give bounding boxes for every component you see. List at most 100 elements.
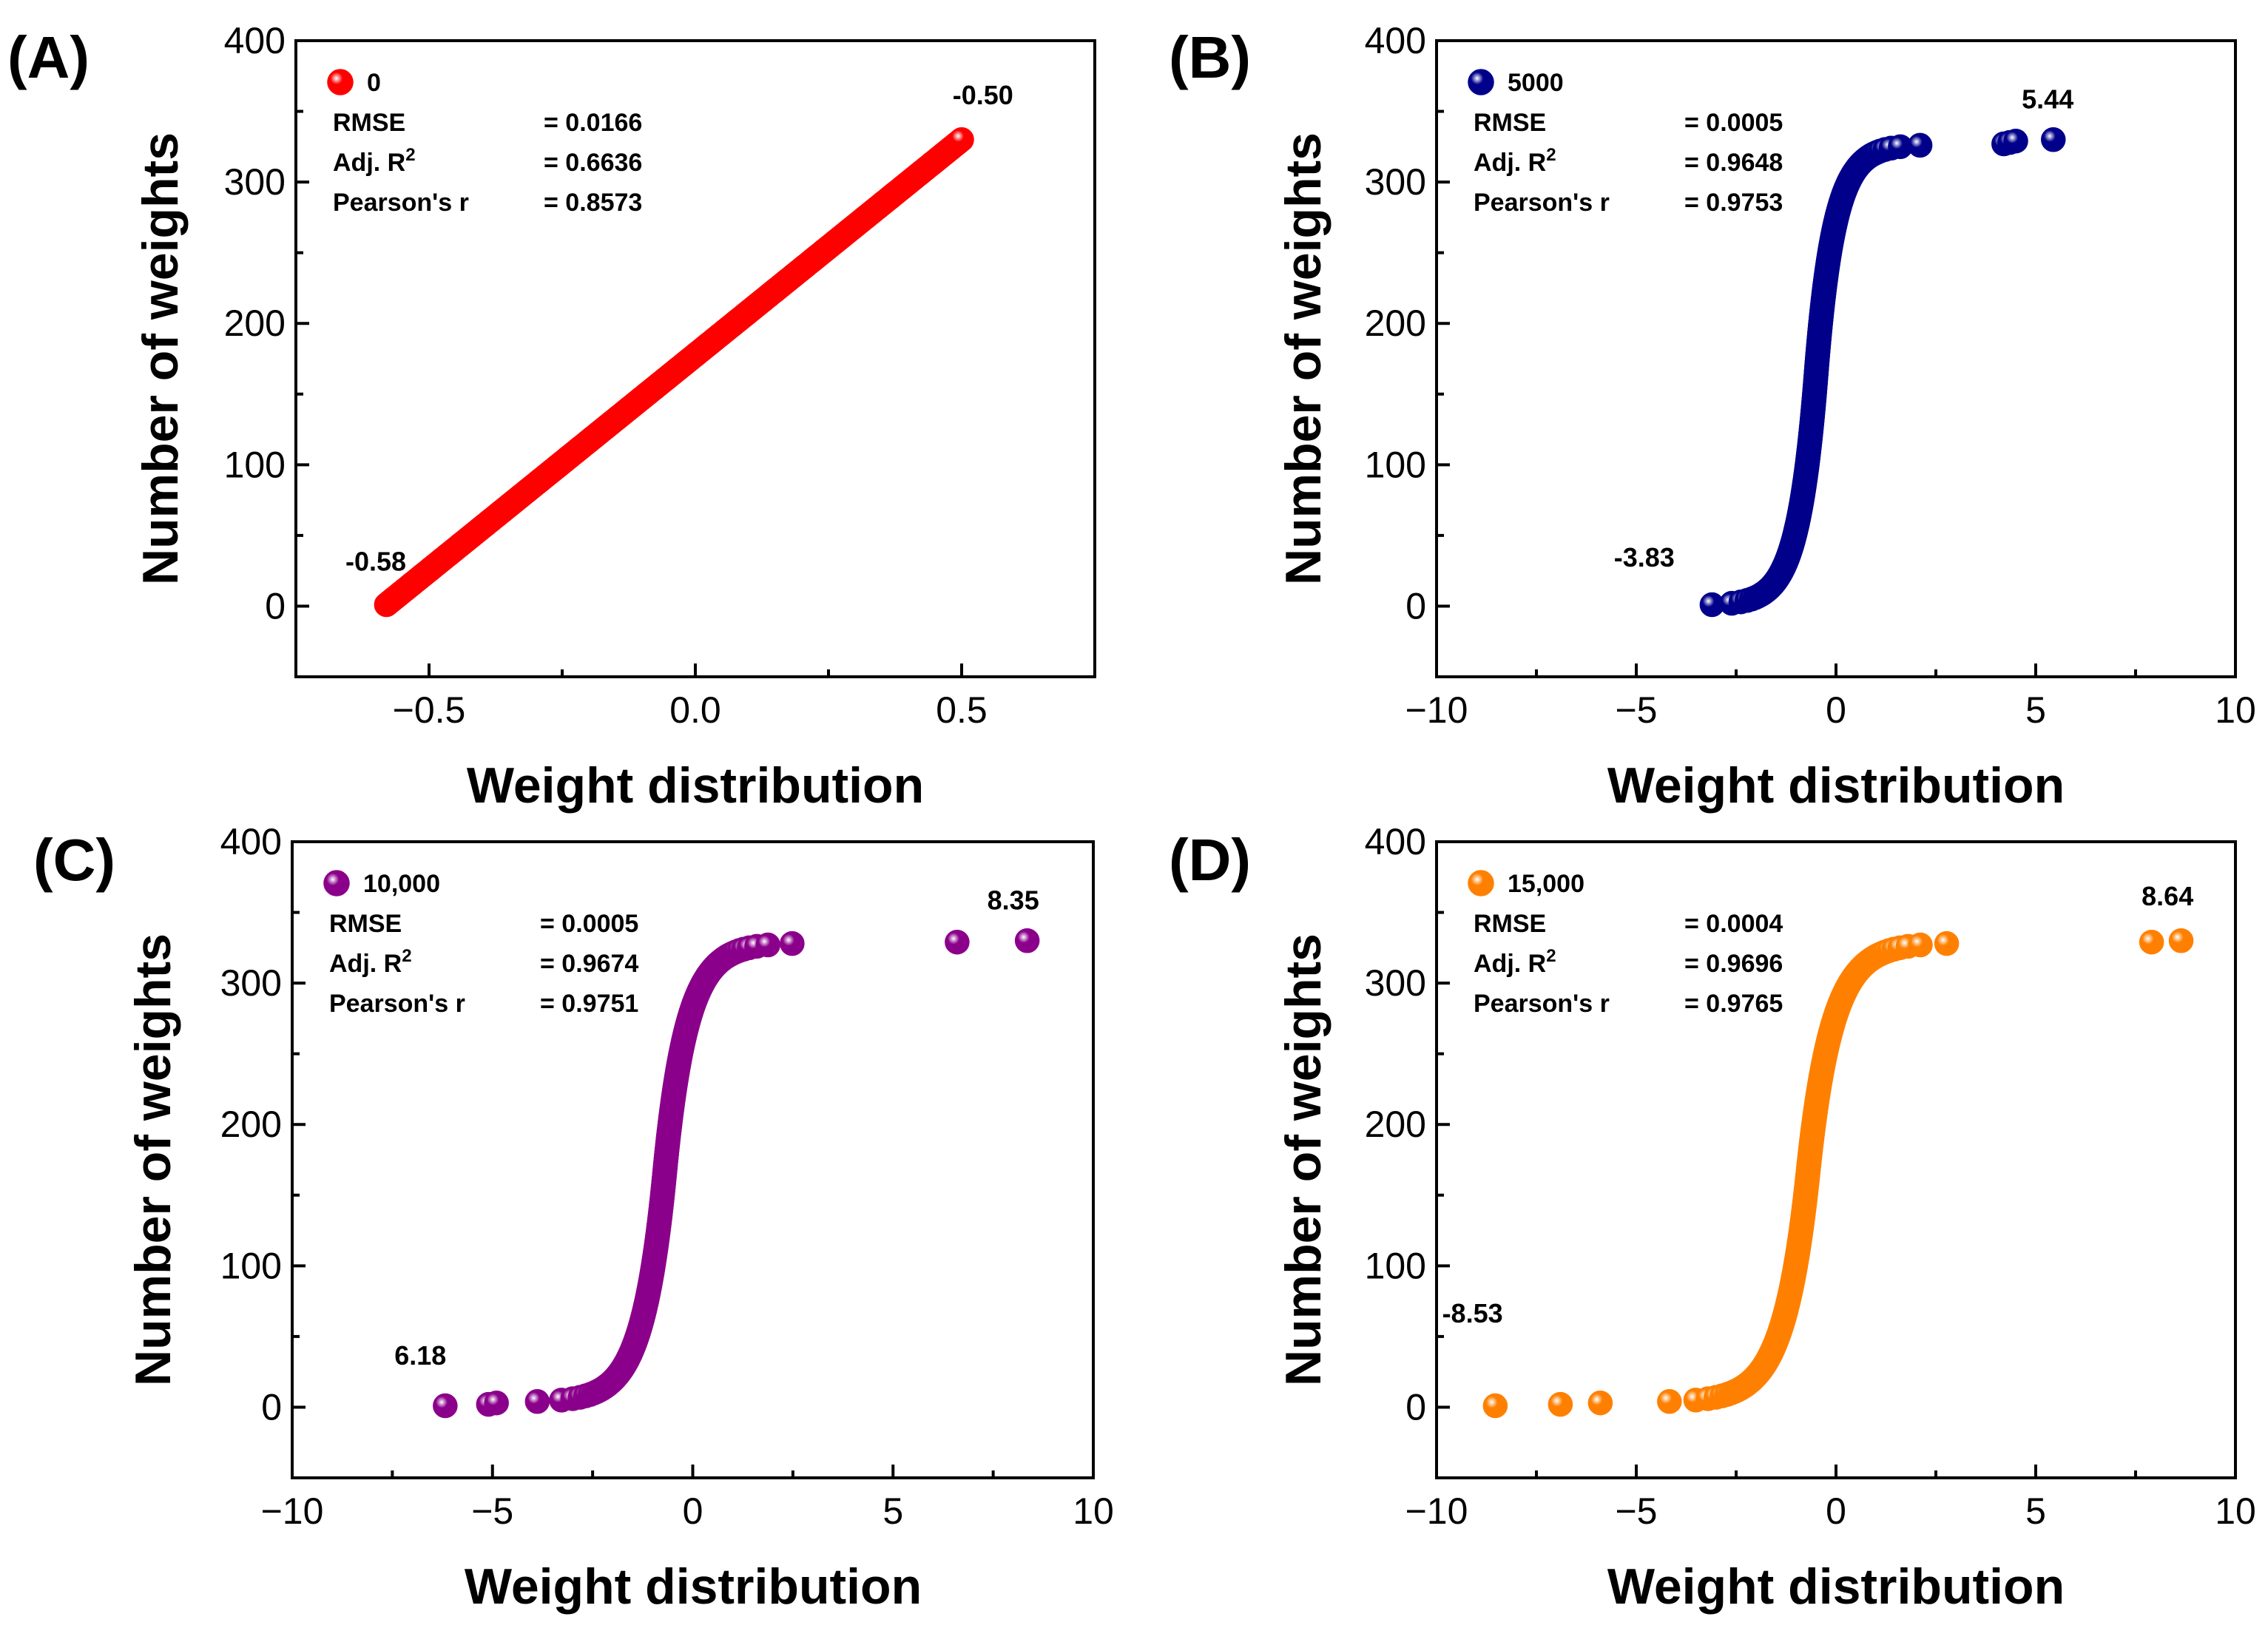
x-tick-label: 10 (1073, 1490, 1114, 1532)
data-point (2139, 929, 2164, 955)
data-point (484, 1390, 509, 1416)
stat-label-superscript: 2 (1546, 946, 1556, 966)
legend-label: 0 (367, 69, 381, 97)
x-tick-label: 0.5 (936, 689, 988, 731)
stat-label-superscript: 2 (405, 145, 415, 165)
stat-label-superscript: 2 (402, 946, 411, 966)
y-tick-label: 0 (1405, 1386, 1426, 1428)
stat-value: = 0.9674 (540, 950, 638, 978)
stat-label-superscript: 2 (1546, 145, 1556, 165)
stat-value: = 0.6636 (544, 149, 642, 177)
data-points (433, 928, 1040, 1419)
y-tick-label: 0 (261, 1386, 282, 1428)
stat-label: RMSE (1474, 109, 1546, 137)
y-tick-label: 100 (1365, 1245, 1426, 1286)
stat-value: = 0.9765 (1684, 990, 1783, 1018)
data-points (374, 127, 974, 618)
extreme-value-annotation: 8.64 (2142, 881, 2193, 911)
x-tick-label: 0.0 (669, 689, 721, 731)
data-point (945, 929, 970, 955)
y-tick-label: 200 (224, 303, 286, 344)
stat-label: RMSE (333, 109, 405, 137)
legend-marker (1468, 69, 1494, 95)
y-tick-label: 300 (224, 161, 286, 203)
stat-value: = 0.0004 (1684, 910, 1783, 938)
y-axis-title: Number of weights (132, 132, 189, 585)
stat-value: = 0.9648 (1684, 149, 1783, 177)
stat-label: Adj. R2 (333, 145, 416, 177)
extreme-value-annotation: -0.50 (953, 80, 1013, 110)
stat-value: = 0.9696 (1684, 950, 1783, 978)
x-axis-title: Weight distribution (1607, 757, 2065, 814)
stat-label: RMSE (329, 910, 402, 938)
data-point (1587, 1390, 1613, 1416)
plot-frame (1435, 840, 2237, 1479)
stat-label: Adj. R2 (329, 946, 412, 978)
stat-label: Pearson's r (329, 990, 465, 1018)
x-tick-label: 10 (2215, 1490, 2256, 1532)
x-tick-label: 5 (2025, 1490, 2046, 1532)
stat-value: = 0.0005 (540, 910, 638, 938)
data-point (780, 930, 805, 956)
data-point (1907, 132, 1933, 158)
stat-value: = 0.0005 (1684, 109, 1783, 137)
x-axis-title: Weight distribution (1607, 1558, 2065, 1615)
stat-value: = 0.0166 (544, 109, 642, 137)
x-tick-label: −5 (471, 1490, 513, 1532)
extreme-value-annotation: -8.53 (1442, 1298, 1503, 1328)
y-tick-label: 400 (1365, 821, 1426, 862)
x-tick-label: 5 (882, 1490, 903, 1532)
stat-label: Pearson's r (333, 189, 469, 217)
legend-marker (1468, 870, 1494, 896)
data-point (755, 932, 780, 958)
x-axis-title: Weight distribution (465, 1558, 922, 1615)
chart-panel-1: (B) 0 100 200 300 400 −10 −5 0 5 10 Weight distribu… (1169, 20, 2256, 814)
y-axis-title: Number of weights (125, 933, 181, 1386)
y-tick-label: 400 (1365, 20, 1426, 61)
y-tick-label: 100 (224, 444, 286, 485)
panel-label: (B) (1169, 24, 1251, 90)
x-tick-label: −10 (1405, 689, 1468, 731)
y-tick-label: 100 (220, 1245, 282, 1286)
legend-label: 10,000 (363, 870, 440, 898)
x-tick-label: −10 (1405, 1490, 1468, 1532)
x-tick-label: −10 (261, 1490, 324, 1532)
y-tick-label: 400 (224, 20, 286, 61)
data-point (1934, 930, 1960, 956)
panel-label: (D) (1169, 827, 1251, 893)
data-point (1014, 928, 1040, 953)
stat-label: Pearson's r (1474, 990, 1610, 1018)
y-axis-title: Number of weights (1275, 933, 1332, 1386)
x-tick-label: 0 (683, 1490, 703, 1532)
stat-value: = 0.9753 (1684, 189, 1783, 217)
data-points (1482, 928, 2194, 1419)
plot-frame (1435, 39, 2237, 678)
data-point (1657, 1389, 1682, 1414)
x-tick-label: −0.5 (393, 689, 466, 731)
chart-panel-3: (D) 0 100 200 300 400 −10 −5 0 5 10 Weight distribu… (1169, 821, 2256, 1615)
x-tick-label: 0 (1826, 689, 1846, 731)
y-tick-label: 200 (1365, 303, 1426, 344)
stat-label: Adj. R2 (1474, 946, 1556, 978)
x-axis-title: Weight distribution (467, 757, 924, 814)
stat-label: Pearson's r (1474, 189, 1610, 217)
y-tick-label: 300 (1365, 161, 1426, 203)
data-point (1482, 1393, 1508, 1419)
panel-label: (C) (33, 827, 115, 893)
data-point (949, 127, 974, 152)
plot-frame (291, 840, 1095, 1479)
data-point (1908, 932, 1933, 958)
y-tick-label: 300 (1365, 962, 1426, 1004)
y-axis-title: Number of weights (1275, 132, 1332, 585)
data-point (2003, 128, 2028, 154)
extreme-value-annotation: 5.44 (2022, 84, 2073, 115)
panel-label: (A) (7, 24, 90, 90)
data-point (1548, 1391, 1573, 1417)
extreme-value-annotation: 6.18 (394, 1340, 446, 1371)
extreme-value-annotation: -3.83 (1614, 542, 1675, 572)
data-points (1699, 127, 2066, 618)
legend-label: 15,000 (1508, 870, 1584, 898)
stat-label: Adj. R2 (1474, 145, 1556, 177)
extreme-value-annotation: -0.58 (345, 547, 406, 577)
